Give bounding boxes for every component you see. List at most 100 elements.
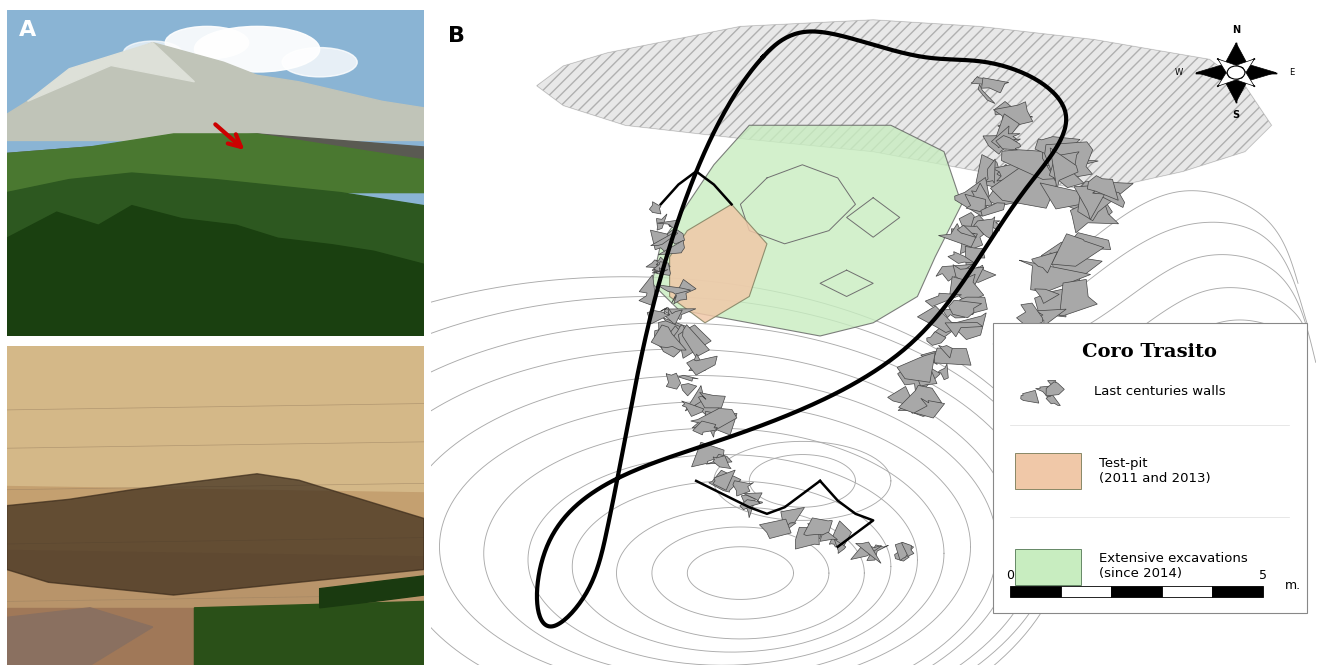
Polygon shape bbox=[867, 545, 888, 560]
Polygon shape bbox=[1049, 253, 1102, 289]
Polygon shape bbox=[651, 230, 670, 255]
Polygon shape bbox=[661, 307, 682, 324]
Polygon shape bbox=[938, 345, 953, 358]
Polygon shape bbox=[682, 325, 709, 358]
Bar bbox=[1112, 585, 1162, 597]
Polygon shape bbox=[661, 346, 681, 357]
Polygon shape bbox=[1023, 309, 1067, 326]
Polygon shape bbox=[1051, 234, 1104, 266]
Polygon shape bbox=[808, 522, 822, 540]
Polygon shape bbox=[804, 518, 832, 536]
Polygon shape bbox=[698, 392, 725, 408]
Polygon shape bbox=[926, 331, 946, 345]
Polygon shape bbox=[666, 326, 688, 337]
Text: 5: 5 bbox=[1259, 569, 1267, 582]
Polygon shape bbox=[1218, 68, 1243, 86]
Polygon shape bbox=[909, 396, 927, 413]
Polygon shape bbox=[771, 523, 796, 534]
Polygon shape bbox=[319, 576, 424, 607]
Polygon shape bbox=[921, 351, 937, 364]
Polygon shape bbox=[1063, 192, 1113, 222]
Polygon shape bbox=[965, 194, 986, 213]
Polygon shape bbox=[856, 542, 881, 563]
Polygon shape bbox=[692, 411, 737, 435]
Polygon shape bbox=[983, 136, 1020, 154]
Polygon shape bbox=[647, 260, 664, 267]
Polygon shape bbox=[1060, 280, 1097, 316]
Text: N: N bbox=[1232, 25, 1240, 35]
Polygon shape bbox=[1035, 136, 1080, 157]
Polygon shape bbox=[1236, 60, 1276, 85]
Ellipse shape bbox=[195, 26, 319, 72]
Polygon shape bbox=[1220, 73, 1252, 102]
Polygon shape bbox=[657, 285, 690, 294]
Polygon shape bbox=[914, 398, 945, 418]
Polygon shape bbox=[651, 325, 686, 351]
Polygon shape bbox=[945, 323, 983, 337]
Polygon shape bbox=[959, 212, 974, 243]
Polygon shape bbox=[1035, 288, 1072, 317]
Polygon shape bbox=[917, 372, 937, 386]
Polygon shape bbox=[739, 500, 762, 510]
Polygon shape bbox=[942, 308, 966, 318]
Bar bbox=[992, 323, 1306, 613]
Polygon shape bbox=[959, 297, 987, 314]
Polygon shape bbox=[888, 386, 917, 411]
Polygon shape bbox=[990, 160, 1065, 208]
Polygon shape bbox=[661, 307, 696, 319]
Polygon shape bbox=[689, 354, 705, 370]
Polygon shape bbox=[820, 532, 837, 542]
Polygon shape bbox=[649, 202, 661, 214]
Text: A: A bbox=[19, 20, 36, 40]
Polygon shape bbox=[974, 217, 995, 239]
Polygon shape bbox=[713, 456, 731, 468]
Polygon shape bbox=[898, 386, 942, 417]
Polygon shape bbox=[651, 232, 678, 246]
Ellipse shape bbox=[123, 41, 182, 64]
Polygon shape bbox=[1060, 233, 1110, 255]
Polygon shape bbox=[938, 224, 978, 247]
Polygon shape bbox=[7, 206, 424, 336]
Polygon shape bbox=[713, 470, 735, 491]
Circle shape bbox=[1227, 66, 1246, 79]
Polygon shape bbox=[659, 241, 685, 255]
Polygon shape bbox=[934, 320, 954, 339]
Polygon shape bbox=[652, 261, 670, 276]
Polygon shape bbox=[1196, 60, 1236, 85]
Polygon shape bbox=[1000, 340, 1036, 363]
Polygon shape bbox=[971, 77, 986, 84]
Bar bbox=[1015, 549, 1081, 585]
Polygon shape bbox=[1049, 152, 1084, 187]
Polygon shape bbox=[967, 215, 988, 231]
Polygon shape bbox=[685, 386, 709, 411]
Polygon shape bbox=[1036, 386, 1057, 397]
Polygon shape bbox=[7, 550, 424, 614]
Polygon shape bbox=[1048, 380, 1057, 392]
Polygon shape bbox=[1230, 68, 1255, 86]
Polygon shape bbox=[678, 375, 698, 381]
Polygon shape bbox=[666, 373, 681, 389]
Polygon shape bbox=[647, 310, 670, 324]
Text: 0: 0 bbox=[1007, 569, 1015, 582]
Polygon shape bbox=[961, 226, 983, 253]
Polygon shape bbox=[706, 423, 723, 437]
Polygon shape bbox=[851, 544, 881, 560]
Polygon shape bbox=[1000, 181, 1014, 197]
Polygon shape bbox=[1002, 150, 1055, 179]
Polygon shape bbox=[7, 134, 424, 193]
Polygon shape bbox=[690, 409, 737, 428]
Polygon shape bbox=[996, 136, 1020, 150]
Polygon shape bbox=[1220, 43, 1252, 73]
Polygon shape bbox=[693, 421, 718, 435]
Polygon shape bbox=[925, 293, 962, 306]
Polygon shape bbox=[943, 322, 957, 333]
Polygon shape bbox=[1002, 166, 1027, 181]
Polygon shape bbox=[947, 251, 975, 263]
Polygon shape bbox=[897, 353, 935, 382]
Polygon shape bbox=[1032, 252, 1057, 273]
Polygon shape bbox=[1020, 390, 1039, 403]
Ellipse shape bbox=[282, 48, 358, 77]
Polygon shape bbox=[1071, 197, 1118, 233]
Polygon shape bbox=[681, 401, 704, 417]
Polygon shape bbox=[965, 247, 984, 269]
